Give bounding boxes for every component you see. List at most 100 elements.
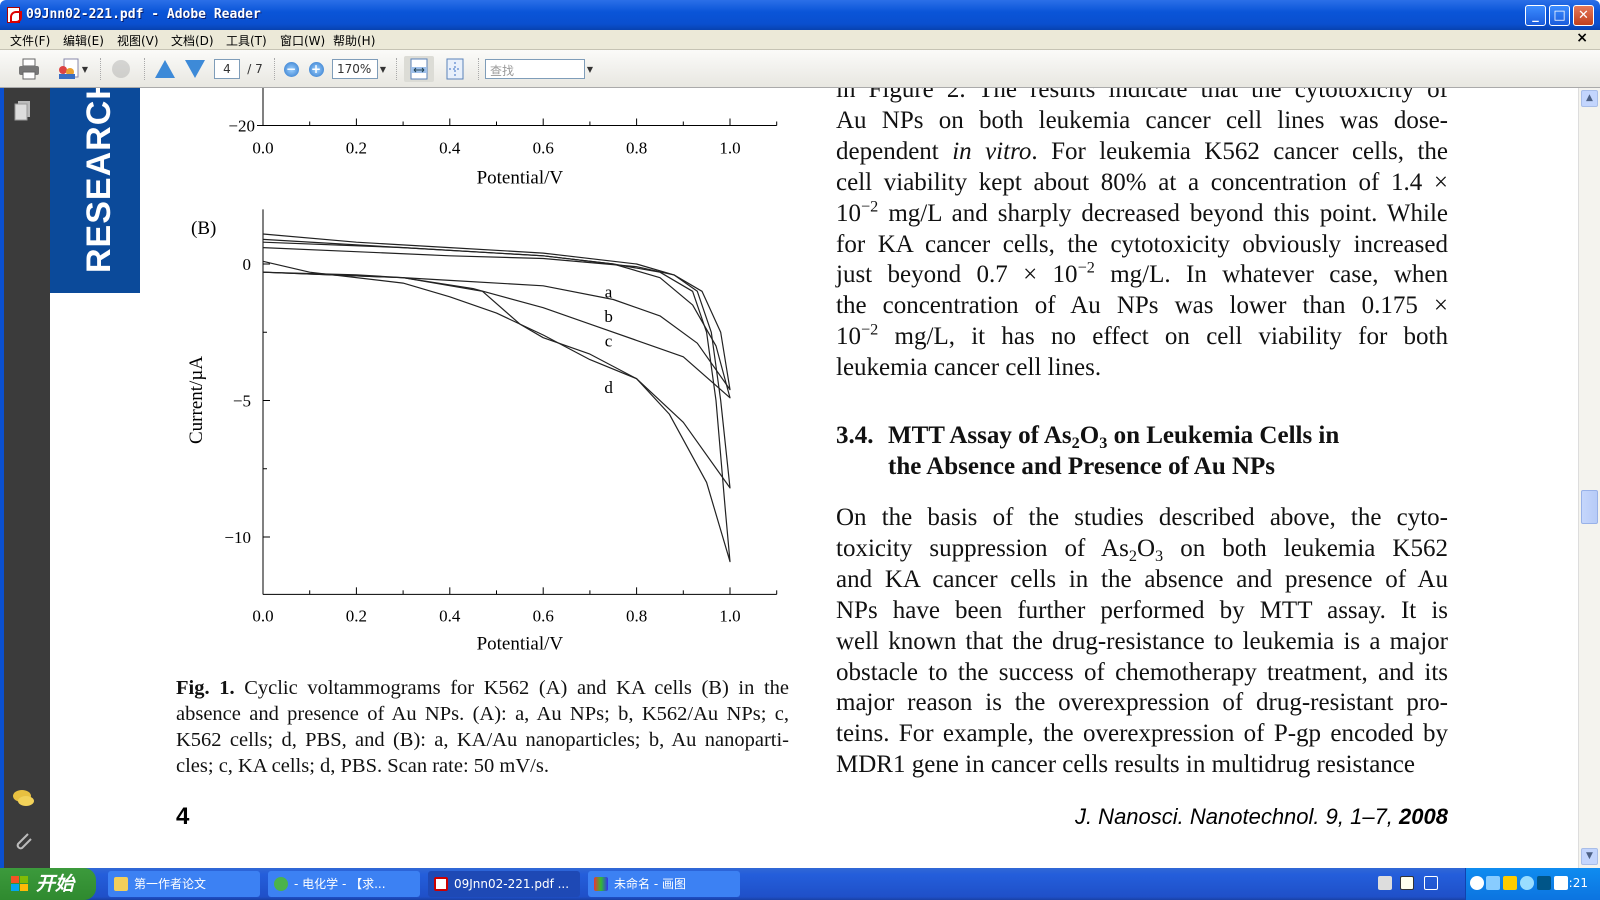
text-run: absence and presence of Au NPs. (A): a, … <box>176 703 789 725</box>
start-button[interactable]: 开始 <box>0 868 96 900</box>
pages-icon[interactable] <box>14 100 32 122</box>
text-run: . For leukemia K562 cancer cells, the <box>1031 137 1448 165</box>
taskbar: 开始 第一作者论文 - 电化学 - 【求... 09Jnn02-221.pdf … <box>0 868 1600 900</box>
x-tick-label-b: 0.2 <box>346 606 367 625</box>
scrollbar-thumb[interactable] <box>1581 490 1598 524</box>
taskbar-item-adobe-reader[interactable]: 09Jnn02-221.pdf ... <box>428 871 580 897</box>
network-icon[interactable] <box>1486 876 1500 890</box>
maximize-button[interactable]: □ <box>1549 5 1570 26</box>
pdf-icon <box>434 877 448 891</box>
expand-tray-icon[interactable] <box>1470 876 1484 890</box>
close-document-button[interactable]: × <box>1576 30 1588 46</box>
menu-help[interactable]: 帮助(H) <box>333 34 376 48</box>
taskbar-item-folder[interactable]: 第一作者论文 <box>108 871 260 897</box>
menu-window[interactable]: 窗口(W) <box>280 34 326 48</box>
x-tick-label-b: 0.8 <box>626 606 647 625</box>
text-run: in Figure 2. The results indicate that t… <box>836 88 1448 103</box>
subscript: 2 <box>1128 546 1137 565</box>
text-run: well known that the drug-resistance to l… <box>836 627 1448 655</box>
x-tick-label-a: 0.4 <box>439 139 461 158</box>
zoom-in-icon[interactable]: + <box>308 61 324 77</box>
page-number-input[interactable]: 4 <box>214 59 240 79</box>
windows-logo-icon <box>11 876 28 891</box>
minimize-button[interactable]: _ <box>1525 5 1546 26</box>
next-page-button[interactable] <box>183 56 207 82</box>
browser-tray-icon[interactable] <box>1520 876 1534 890</box>
text-run: toxicity suppression of As <box>836 534 1129 562</box>
attachments-icon[interactable] <box>12 830 36 854</box>
y-tick-label-a: −20 <box>228 117 255 136</box>
vertical-scrollbar[interactable]: ▲ ▼ <box>1578 88 1600 868</box>
app-tray-icon[interactable] <box>1537 876 1551 890</box>
warning-icon[interactable] <box>1503 876 1517 890</box>
print-button[interactable] <box>16 56 42 82</box>
text-run: and KA cancer cells in the absence and p… <box>836 565 1448 593</box>
arrow-down-icon <box>185 60 205 78</box>
zoom-in-button[interactable]: + <box>307 56 325 82</box>
cv-curve-c <box>262 233 731 489</box>
text-line: MTT Assay of As2O3 on Leukemia Cells in <box>888 420 1448 451</box>
clock: 21:21 <box>1553 876 1588 890</box>
subscript: 3 <box>1099 433 1108 452</box>
text-run: mg/L and sharply decreased beyond this p… <box>878 199 1448 227</box>
security-icon[interactable] <box>1554 876 1568 890</box>
scroll-down-button[interactable]: ▼ <box>1581 848 1598 865</box>
subscript: 3 <box>1155 546 1164 565</box>
figure-1-chart: −20 0.0 0.2 0.4 0.6 0.8 1.0 Potential/V 0 −5 −10 0.… <box>186 88 778 654</box>
text-run: dependent <box>836 137 953 165</box>
fit-page-button[interactable] <box>441 56 469 82</box>
text-line: Au NPs on both leukemia cancer cell line… <box>836 105 1448 136</box>
taskbar-item-browser[interactable]: - 电化学 - 【求... <box>268 871 420 897</box>
text-line: teins. For example, the overexpression o… <box>836 718 1448 749</box>
text-line: the Absence and Presence of Au NPs <box>888 451 1448 482</box>
text-run: cell viability kept about 80% at a conce… <box>836 168 1448 196</box>
x-tick-label-b: 0.6 <box>533 606 554 625</box>
system-tray: 21:21 <box>1370 868 1600 900</box>
language-bar-icon[interactable] <box>1424 876 1438 890</box>
journal-year: 2008 <box>1399 804 1448 829</box>
menu-view[interactable]: 视图(V) <box>117 34 159 48</box>
menu-tools[interactable]: 工具(T) <box>226 34 267 48</box>
disabled-tool-button <box>108 56 134 82</box>
arrow-up-icon <box>155 60 175 78</box>
toolbar-separator <box>478 58 480 80</box>
text-run: O <box>1079 422 1100 449</box>
x-tick-label-b: 0.4 <box>439 606 461 625</box>
zoom-dropdown-arrow-icon[interactable]: ▼ <box>379 64 387 74</box>
text-line: in Figure 2. The results indicate that t… <box>836 88 1448 105</box>
text-line: K562 cells; d, PBS, and (B): a, KA/Au na… <box>176 727 789 753</box>
task-label: - 电化学 - 【求... <box>294 877 386 891</box>
keyboard-icon[interactable] <box>1378 876 1392 890</box>
previous-page-button[interactable] <box>153 56 177 82</box>
zoom-level-input[interactable]: 170% <box>332 59 378 79</box>
collaborate-button[interactable]: ▼ <box>54 56 90 82</box>
italic-text: in vitro <box>952 137 1032 165</box>
fit-width-button[interactable] <box>404 56 434 82</box>
close-button[interactable]: ✕ <box>1573 5 1594 26</box>
text-run: MDR1 gene in cancer cells results in mul… <box>836 751 1416 779</box>
search-input[interactable]: 查找 <box>485 59 585 79</box>
text-run: teins. For example, the overexpression o… <box>836 720 1448 748</box>
taskbar-item-paint[interactable]: 未命名 - 画图 <box>588 871 740 897</box>
search-dropdown-arrow-icon[interactable]: ▼ <box>586 64 594 74</box>
menu-edit[interactable]: 编辑(E) <box>63 34 104 48</box>
x-tick-label-a: 0.2 <box>346 139 367 158</box>
menu-file[interactable]: 文件(F) <box>10 34 51 48</box>
task-label: 09Jnn02-221.pdf ... <box>454 877 570 891</box>
series-label-d: d <box>604 378 613 397</box>
navigation-panel <box>0 88 50 868</box>
bold-text: Fig. 1. <box>176 677 235 699</box>
x-tick-label-a: 0.0 <box>252 139 273 158</box>
menu-document[interactable]: 文档(D) <box>171 34 214 48</box>
zoom-out-button[interactable]: − <box>282 56 300 82</box>
text-line: the concentration of Au NPs was lower th… <box>836 290 1448 321</box>
scroll-up-button[interactable]: ▲ <box>1581 90 1598 107</box>
zoom-out-icon: − <box>283 61 299 77</box>
pdf-page: RESEARCH −20 0.0 0.2 0.4 0.6 0.8 1.0 Potential/… <box>50 88 1578 868</box>
text-line: just beyond 0.7 × 10−2 mg/L. In whatever… <box>836 259 1448 290</box>
text-run: just beyond 0.7 × 10 <box>836 261 1078 289</box>
help-icon[interactable] <box>1400 876 1414 890</box>
comments-icon[interactable] <box>12 788 36 810</box>
cv-curve-d <box>262 238 731 563</box>
users-document-icon <box>58 58 79 79</box>
